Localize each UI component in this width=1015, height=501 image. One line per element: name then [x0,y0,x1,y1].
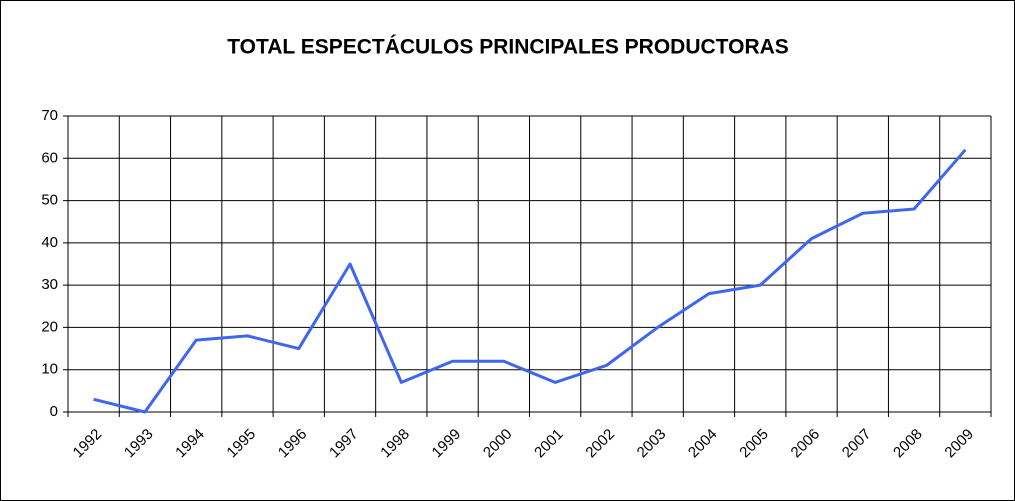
y-tick-label: 40 [41,234,58,251]
y-tick-label: 20 [41,318,58,335]
y-tick-label: 30 [41,276,58,293]
y-tick-label: 60 [41,149,58,166]
y-tick-label: 50 [41,192,58,209]
line-series [93,148,967,414]
y-tick-label: 10 [41,361,58,378]
chart-title: TOTAL ESPECTÁCULOS PRINCIPALES PRODUCTOR… [227,36,789,59]
y-tick-label: 70 [41,107,58,124]
y-tick-label: 0 [50,403,58,420]
